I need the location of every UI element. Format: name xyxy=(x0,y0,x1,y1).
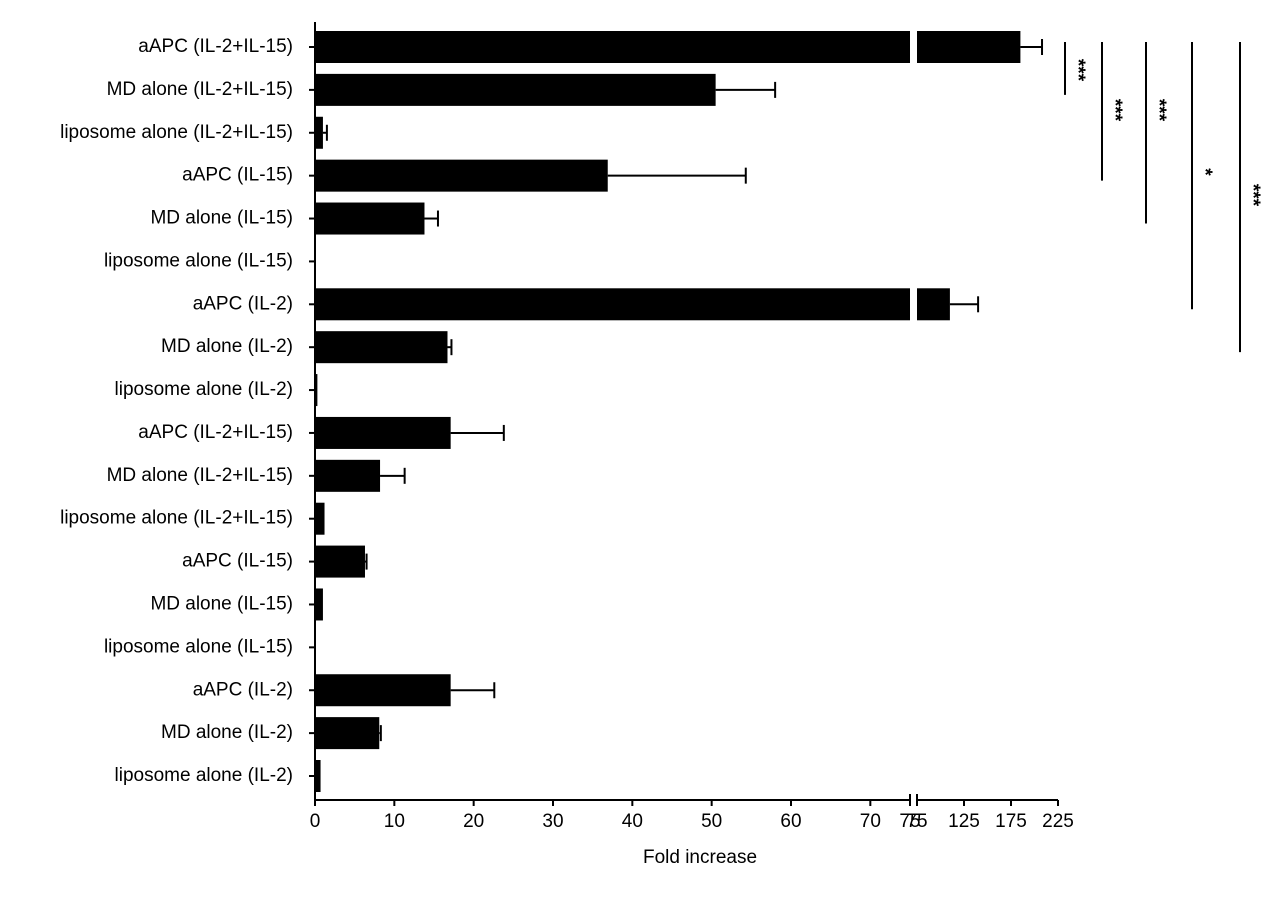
x-tick-label: 175 xyxy=(995,811,1027,832)
significance-label: *** xyxy=(1148,99,1169,122)
bar xyxy=(315,416,451,449)
significance-label: * xyxy=(1194,168,1215,176)
bar xyxy=(315,502,325,535)
y-tick-label: liposome alone (IL-2+IL-15) xyxy=(60,508,293,529)
bar xyxy=(315,588,323,621)
bar xyxy=(315,73,716,106)
y-tick-label: aAPC (IL-2) xyxy=(193,679,293,700)
x-tick-label: 30 xyxy=(542,811,563,832)
y-tick-label: MD alone (IL-15) xyxy=(150,593,293,614)
x-tick-label: 75 xyxy=(906,811,927,832)
y-tick-label: aAPC (IL-15) xyxy=(182,551,293,572)
bar xyxy=(917,31,1021,63)
y-tick-label: liposome alone (IL-2+IL-15) xyxy=(60,122,293,143)
x-tick-label: 50 xyxy=(701,811,722,832)
y-tick-label: liposome alone (IL-2) xyxy=(115,765,293,786)
x-tick-label: 40 xyxy=(622,811,643,832)
y-tick-label: aAPC (IL-15) xyxy=(182,165,293,186)
y-tick-label: liposome alone (IL-2) xyxy=(115,379,293,400)
bar xyxy=(315,159,608,192)
bar xyxy=(315,202,425,235)
bar xyxy=(315,545,365,578)
y-tick-label: aAPC (IL-2+IL-15) xyxy=(138,36,293,57)
bar xyxy=(917,288,950,321)
x-tick-label: 225 xyxy=(1042,811,1074,832)
x-axis-label: Fold increase xyxy=(643,847,757,868)
x-tick-label: 20 xyxy=(463,811,484,832)
y-tick-label: MD alone (IL-2+IL-15) xyxy=(107,465,293,486)
x-tick-label: 0 xyxy=(310,811,321,832)
x-tick-label: 60 xyxy=(780,811,801,832)
x-tick-label: 70 xyxy=(860,811,881,832)
x-tick-label: 75 xyxy=(899,811,920,832)
x-tick-label: 125 xyxy=(948,811,980,832)
bar xyxy=(315,374,318,407)
y-tick-label: MD alone (IL-2+IL-15) xyxy=(107,79,293,100)
bar xyxy=(315,459,381,492)
bar xyxy=(315,331,448,364)
significance-label: *** xyxy=(1242,184,1263,207)
bar xyxy=(315,116,323,149)
significance-label: *** xyxy=(1067,59,1088,82)
bar xyxy=(315,760,321,792)
y-tick-label: MD alone (IL-15) xyxy=(150,208,293,229)
y-tick-label: liposome alone (IL-15) xyxy=(104,636,293,657)
y-tick-label: liposome alone (IL-15) xyxy=(104,250,293,271)
y-tick-label: MD alone (IL-2) xyxy=(161,336,293,357)
x-tick-label: 10 xyxy=(384,811,405,832)
y-tick-label: aAPC (IL-2) xyxy=(193,293,293,314)
bar xyxy=(315,31,910,63)
bar xyxy=(315,288,910,321)
significance-label: *** xyxy=(1104,99,1125,122)
y-tick-label: aAPC (IL-2+IL-15) xyxy=(138,422,293,443)
y-tick-label: MD alone (IL-2) xyxy=(161,722,293,743)
bar xyxy=(315,717,380,750)
bar xyxy=(315,674,451,707)
